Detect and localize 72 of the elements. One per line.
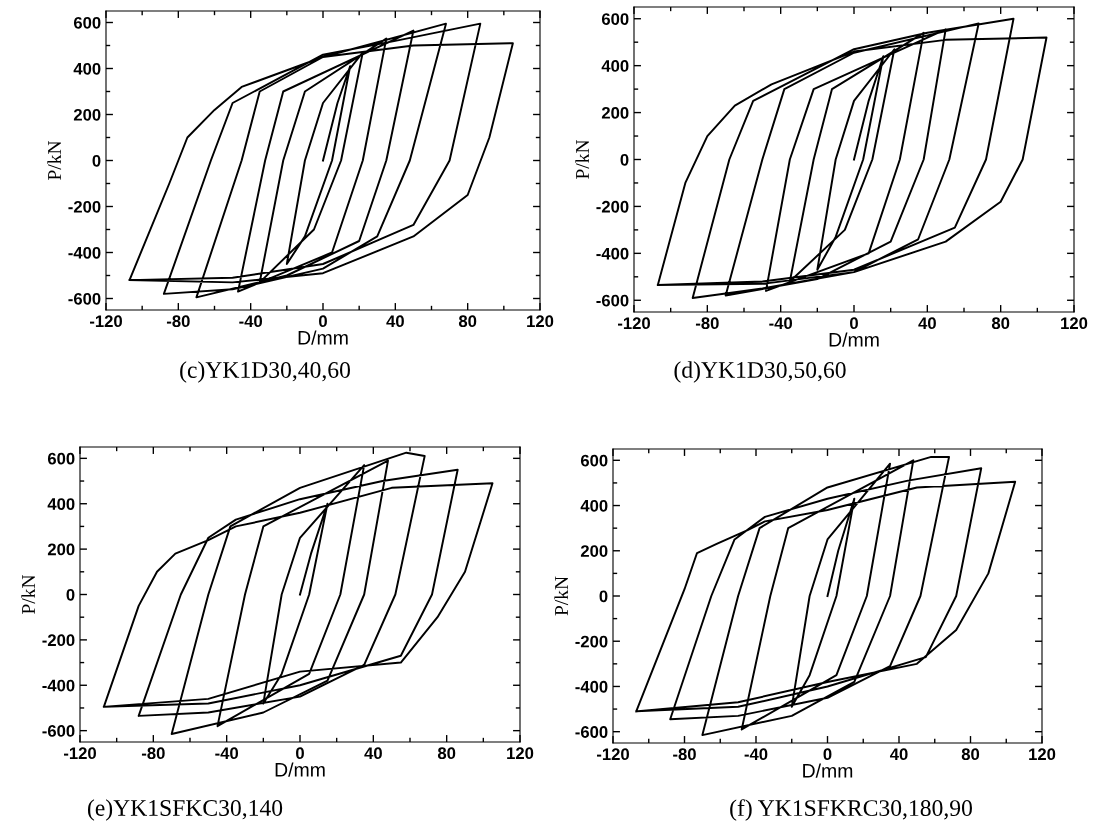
y-tick-label: 200 [73,108,101,121]
x-axis-title: D/mm [803,763,853,778]
x-tick-label: -40 [769,317,793,330]
x-tick-label: -80 [166,315,190,328]
y-axis-title: P/kN [21,574,36,614]
y-tick-label: -600 [42,725,75,737]
x-tick-label: 120 [1029,748,1056,761]
y-tick-label: 0 [599,590,608,603]
y-tick-label: 600 [601,13,629,25]
y-tick-label: -600 [68,292,101,305]
y-tick-label: -600 [596,294,629,307]
y-tick-label: 400 [73,62,101,75]
x-axis-title: D/mm [829,332,879,347]
text: (f) YK1SFKRC30,180,90 [730,799,972,821]
y-axis-title: P/kN [575,139,590,179]
y-tick-label: 600 [580,454,608,467]
line-series [128,22,514,299]
y-tick-label: 200 [601,106,629,119]
y-tick-label: -400 [596,247,629,260]
y-tick-label: -400 [68,246,101,259]
x-tick-label: 120 [507,747,534,760]
y-tick-label: 200 [580,545,608,557]
y-tick-label: -200 [68,200,101,213]
x-tick-label: 40 [364,747,382,760]
y-tick-label: 400 [47,498,75,510]
y-tick-label: -200 [596,200,629,213]
y-tick-label: 600 [73,16,101,29]
y-tick-label: 400 [601,60,629,72]
text: (e)YK1SFKC30,140 [87,799,283,821]
x-tick-label: 80 [961,748,980,761]
y-axis-title: P/kN [554,576,569,616]
x-tick-label: -80 [673,748,696,761]
y-tick-label: 0 [92,154,101,167]
x-tick-label: -80 [141,747,165,760]
y-axis-title: P/kN [47,140,62,180]
x-tick-label: 40 [889,748,908,761]
x-tick-label: -40 [239,315,263,328]
y-tick-label: 400 [580,499,608,512]
x-tick-label: -40 [744,748,768,761]
y-tick-label: -400 [42,679,75,692]
y-tick-label: 600 [47,452,75,465]
y-tick-label: 0 [66,588,75,601]
x-tick-label: 80 [437,747,456,760]
line-series [635,455,1017,737]
y-tick-label: -200 [575,635,608,648]
y-tick-label: -400 [575,680,608,693]
x-tick-label: 0 [850,317,858,330]
x-tick-label: -120 [617,317,650,330]
y-tick-label: -600 [575,726,608,738]
x-tick-label: -80 [695,317,719,330]
x-axis-title: D/mm [298,330,348,345]
x-tick-label: 0 [319,315,327,328]
x-tick-label: 40 [386,315,404,328]
x-tick-label: -40 [215,747,239,760]
y-tick-label: 200 [47,543,75,556]
line-series [656,17,1048,299]
x-tick-label: 80 [458,315,477,328]
x-tick-label: 0 [823,748,832,761]
y-tick-label: -200 [42,634,75,647]
line-series [102,451,494,736]
x-tick-label: 40 [918,317,936,330]
x-tick-label: -120 [63,747,96,760]
x-tick-label: -120 [596,748,629,761]
x-tick-label: 80 [991,317,1010,330]
x-axis-title: D/mm [275,762,325,777]
x-tick-label: -120 [89,315,122,328]
text: (c)YK1D30,40,60 [180,361,350,383]
x-tick-label: 0 [296,747,304,760]
y-tick-label: 0 [620,153,629,166]
x-tick-label: 120 [1061,317,1088,330]
x-tick-label: 120 [527,315,554,328]
text: (d)YK1D30,50,60 [674,361,846,383]
